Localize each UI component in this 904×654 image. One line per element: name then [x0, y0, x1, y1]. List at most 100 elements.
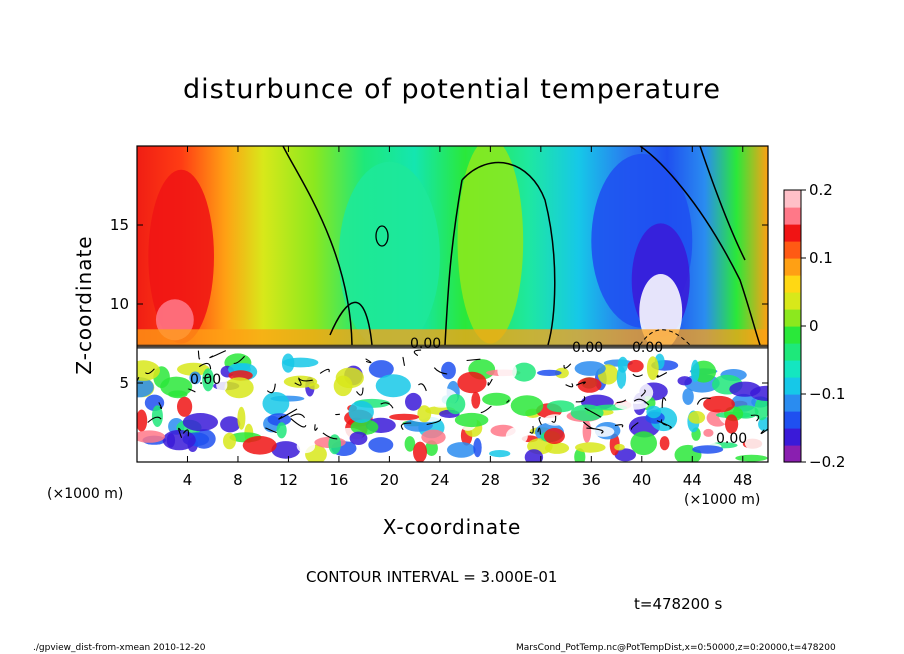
y-tick-label: 10: [110, 295, 129, 313]
x-tick-label: 20: [380, 471, 399, 489]
contour-line: [616, 399, 627, 404]
contour-line: [400, 422, 412, 431]
turbulence-cell: [224, 377, 254, 399]
contour-line: [551, 415, 557, 423]
contour-line: [750, 414, 760, 422]
turbulence-cell: [375, 374, 411, 398]
chart-title: disturbunce of potential temperature: [183, 74, 721, 105]
turbulence-cell: [368, 437, 394, 453]
turbulence-cell: [482, 392, 511, 406]
colorbar-swatch: [784, 309, 801, 327]
turbulence-cell: [137, 409, 148, 432]
turbulence-cell: [328, 434, 342, 455]
x-tick-label: 48: [733, 471, 752, 489]
turbulence-cell: [349, 431, 368, 445]
contour-line: [661, 397, 667, 408]
turbulence-cell: [703, 395, 735, 413]
contour-line: [538, 417, 542, 426]
contour-line: [426, 418, 442, 426]
turbulence-cell: [471, 391, 481, 409]
contour-value-label: 0.00: [410, 336, 441, 352]
contour-line: [314, 424, 318, 431]
turbulence-cell: [182, 413, 218, 432]
contour-line: [487, 378, 493, 386]
contour-line: [418, 383, 427, 392]
contour-line: [137, 377, 140, 382]
contour-line: [584, 407, 602, 418]
turbulence-cell: [614, 448, 636, 462]
turbulence-cell: [202, 368, 215, 392]
inversion-layer: [137, 329, 768, 347]
turbulence-cell: [276, 422, 287, 439]
colorbar-swatch: [784, 224, 801, 242]
x-tick-label: 4: [183, 471, 193, 489]
contour-line: [413, 349, 422, 357]
turbulence-cell: [220, 416, 241, 433]
turbulence-cell: [592, 426, 615, 437]
turbulence-cell: [271, 441, 301, 459]
contour-line: [233, 355, 246, 364]
colorbar-swatch: [784, 428, 801, 446]
time-label: t=478200 s: [634, 595, 723, 613]
turbulence-cell: [237, 406, 246, 430]
contour-line: [209, 350, 227, 359]
colorbar-swatch: [784, 377, 801, 395]
turbulence-cell: [177, 362, 210, 376]
contour-line: [187, 388, 196, 393]
colorbar-swatch: [784, 411, 801, 429]
contour-line: [466, 358, 481, 362]
turbulence-cell: [368, 360, 394, 378]
turbulence-cell: [405, 392, 422, 411]
turbulence-cell: [510, 395, 544, 416]
turbulence-cell: [524, 449, 544, 462]
contour-line: [630, 422, 639, 430]
contour-line: [529, 425, 534, 434]
contour-line: [365, 358, 372, 364]
x-tick-label: 32: [531, 471, 550, 489]
contour-line: [575, 381, 586, 386]
contour-line: [329, 301, 373, 346]
contour-line: [182, 429, 189, 437]
contour-line: [699, 146, 746, 261]
turbulence-cell: [417, 405, 432, 423]
contour-line: [660, 419, 668, 426]
turbulence-cell: [189, 371, 201, 385]
turbulence-cell: [177, 396, 193, 417]
contour-line: [480, 405, 492, 414]
turbulence-cell: [725, 414, 739, 434]
colorbar-swatch: [784, 190, 801, 208]
contour-line: [147, 416, 162, 423]
contour-line: [632, 373, 643, 377]
turbulence-cell: [537, 369, 562, 376]
turbulence-cell: [281, 353, 295, 373]
turbulence-cell: [735, 454, 768, 462]
colorbar-swatch: [784, 241, 801, 259]
turbulence-cell: [404, 436, 416, 452]
contour-line: [203, 376, 212, 379]
turbulence-cell: [497, 361, 517, 381]
turbulence-cell: [166, 433, 176, 448]
turbulence-cell: [758, 417, 768, 432]
contour-line: [178, 427, 183, 438]
turbulence-cell: [677, 376, 692, 386]
x-axis-label: X-coordinate: [382, 515, 522, 539]
turbulence-cell: [621, 381, 654, 404]
turbulence-cell: [543, 428, 565, 444]
turbulence-cell: [489, 450, 511, 458]
turbulence-cell: [505, 427, 528, 446]
contour-line: [158, 402, 163, 409]
colorbar: 0.2 0.1 0 −0.1 −0.2: [783, 181, 845, 471]
turbulence-cell: [754, 397, 768, 421]
x-tick-label: 44: [683, 471, 702, 489]
turbulence-cell: [512, 362, 536, 382]
x-tick-label: 16: [329, 471, 348, 489]
turbulence-cell: [659, 436, 670, 451]
turbulence-cell: [692, 445, 724, 454]
contour-line: [639, 146, 761, 346]
turbulence-cell: [544, 442, 570, 454]
colorbar-swatch: [784, 394, 801, 412]
turbulence-cell: [446, 394, 466, 415]
colorbar-tick-label: 0.1: [809, 249, 833, 267]
warm-anomaly-core: [148, 169, 214, 344]
contour-line: [563, 363, 572, 369]
